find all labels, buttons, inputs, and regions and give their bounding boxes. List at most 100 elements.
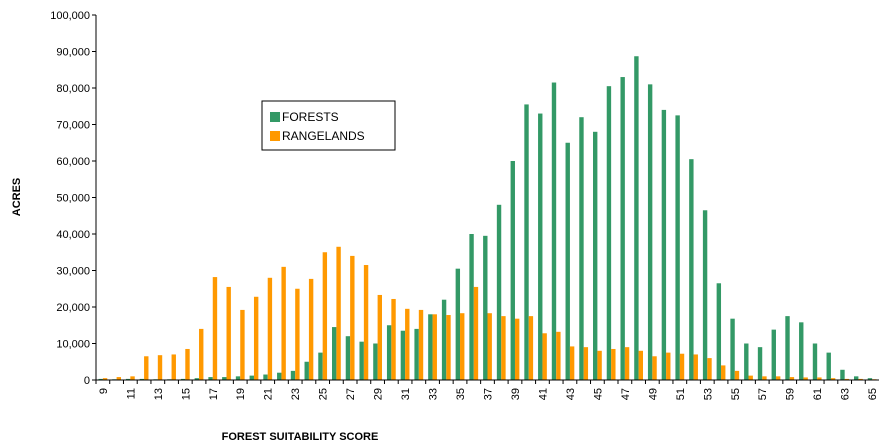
bar (345, 336, 351, 380)
bar (199, 328, 204, 380)
x-tick-label: 41 (537, 388, 549, 400)
legend-label: RANGELANDS (282, 129, 365, 143)
bar (840, 369, 845, 380)
x-tick-label: 47 (620, 388, 632, 400)
x-tick-label: 61 (812, 388, 824, 400)
bar (812, 343, 818, 380)
bar (441, 299, 447, 380)
x-tick-label: 55 (730, 388, 742, 400)
bar (647, 84, 653, 380)
bar (377, 294, 383, 380)
bar (102, 378, 108, 380)
bar (428, 314, 433, 380)
bar (757, 347, 763, 380)
bar (762, 376, 767, 380)
x-tick-label: 51 (675, 388, 687, 400)
bar (789, 377, 795, 380)
x-tick-label: 59 (785, 388, 797, 400)
bar (295, 288, 300, 380)
bar (826, 352, 831, 380)
bar (432, 314, 437, 380)
bar (775, 376, 781, 380)
bar (579, 117, 584, 380)
bar (359, 341, 364, 380)
x-tick-label: 19 (235, 388, 247, 400)
bar (675, 115, 680, 380)
bar (418, 309, 424, 380)
bar (98, 378, 103, 380)
x-tick-label: 43 (565, 388, 577, 400)
bar (799, 322, 804, 380)
x-tick-label: 45 (592, 388, 604, 400)
bar (267, 277, 273, 380)
x-tick-label: 15 (180, 388, 192, 400)
bar (226, 286, 231, 380)
bar (130, 376, 135, 380)
y-axis-title: ACRES (11, 178, 23, 217)
x-tick-label: 9 (98, 388, 110, 394)
x-tick-label: 49 (647, 388, 659, 400)
bar (693, 354, 698, 380)
bar (290, 370, 296, 380)
y-tick-label: 20,000 (56, 302, 90, 314)
bar (510, 161, 515, 380)
bar (592, 131, 598, 380)
bar (405, 308, 410, 380)
bar (139, 378, 145, 380)
bar (496, 204, 502, 380)
x-tick-label: 13 (153, 388, 165, 400)
x-tick-label: 63 (840, 388, 852, 400)
x-tick-label: 17 (208, 388, 220, 400)
bar (125, 378, 131, 380)
bar (240, 309, 245, 380)
bar (336, 246, 341, 380)
bar (308, 278, 314, 380)
bar (803, 377, 808, 380)
bar (469, 234, 474, 380)
bar (730, 318, 735, 380)
bar (569, 346, 575, 380)
x-axis-title: FOREST SUITABILITY SCORE (222, 431, 379, 443)
y-tick-label: 70,000 (56, 120, 90, 132)
bar (620, 77, 625, 381)
bar (634, 56, 639, 381)
x-tick-label: 25 (318, 388, 330, 400)
bar (638, 350, 644, 380)
bar (185, 348, 190, 380)
bar (734, 370, 740, 380)
x-tick-label: 11 (125, 388, 137, 399)
bar (487, 313, 492, 380)
bar (386, 325, 392, 380)
bar (830, 378, 836, 380)
x-tick-label: 31 (400, 388, 412, 400)
bar (817, 377, 822, 380)
y-tick-label: 30,000 (56, 266, 90, 278)
bar (565, 142, 570, 380)
bar (528, 316, 534, 380)
bar (624, 347, 630, 380)
bar (322, 252, 328, 380)
x-tick-label: 65 (867, 388, 879, 400)
bar (551, 82, 557, 381)
x-tick-label: 29 (373, 388, 385, 400)
bar (542, 333, 547, 380)
bar (281, 266, 286, 380)
bar (277, 372, 282, 380)
bar (702, 210, 708, 380)
y-tick-label: 10,000 (56, 339, 90, 351)
x-tick-label: 37 (483, 388, 495, 400)
bar (446, 315, 451, 380)
y-tick-label: 0 (84, 375, 90, 387)
bar (350, 255, 355, 380)
bar (373, 343, 378, 380)
bar (483, 235, 488, 380)
bar (208, 377, 213, 380)
legend-box (261, 100, 396, 151)
bar (194, 378, 200, 380)
y-tick-label: 50,000 (56, 193, 90, 205)
y-tick-label: 90,000 (56, 47, 90, 59)
y-tick-label: 80,000 (56, 83, 90, 95)
bar (455, 268, 461, 380)
bar (514, 318, 520, 380)
bar (721, 365, 726, 380)
